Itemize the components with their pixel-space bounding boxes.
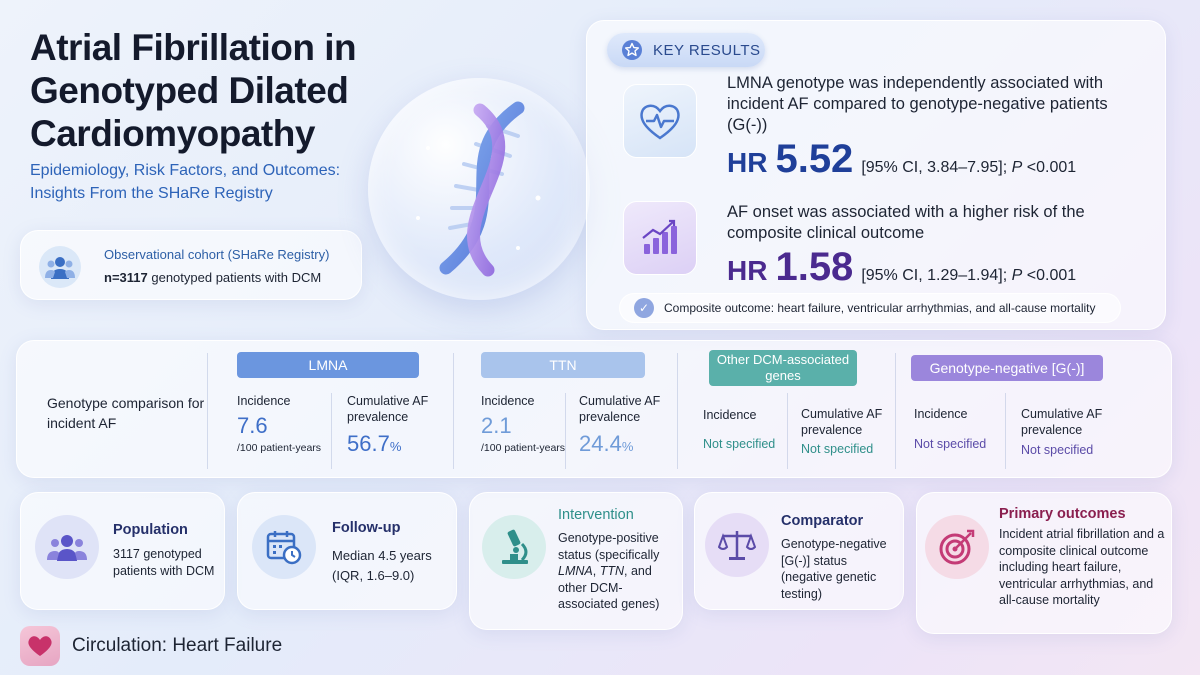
primary-outcomes-card: Primary outcomes Incident atrial fibrill… (916, 492, 1172, 634)
population-card: Population 3117 genotyped patients with … (20, 492, 225, 610)
lmna-incidence-unit: /100 patient-years (237, 442, 322, 454)
neg-prevalence-label: Cumulative AF prevalence (1021, 407, 1103, 437)
other-prevalence-label: Cumulative AF prevalence (801, 407, 883, 437)
comparator-body: Genotype-negative [G(-)] status (negativ… (781, 537, 887, 601)
intervention-body: Genotype-positive status (specifically L… (558, 531, 660, 611)
genotype-negative-pill: Genotype-negative [G(-)] (911, 355, 1103, 381)
ttn-prevalence-label: Cumulative AF prevalence (579, 394, 661, 424)
comparator-title: Comparator (781, 513, 864, 529)
neg-incidence-label: Incidence (914, 407, 968, 421)
intervention-title: Intervention (558, 507, 634, 523)
ttn-pill: TTN (481, 352, 645, 378)
other-dcm-pill: Other DCM-associated genes (709, 350, 857, 386)
genotype-comparison-card: Genotype comparison for incident AF LMNA… (16, 340, 1172, 478)
calendar-clock-icon (252, 515, 316, 579)
ttn-incidence-value: 2.1 (481, 413, 512, 438)
check-icon: ✓ (634, 298, 654, 318)
key-results-badge: KEY RESULTS (607, 33, 765, 67)
bar-chart-icon (623, 201, 697, 275)
comparator-card: Comparator Genotype-negative [G(-)] stat… (694, 492, 904, 610)
cohort-title: Observational cohort (SHaRe Registry) (104, 247, 330, 262)
other-prevalence-value: Not specified (801, 442, 874, 456)
microscope-icon (482, 515, 546, 579)
journal-footer: Circulation: Heart Failure (20, 626, 282, 666)
composite-outcome-note: ✓ Composite outcome: heart failure, vent… (619, 293, 1121, 323)
other-incidence-value: Not specified (703, 437, 776, 451)
ttn-incidence-unit: /100 patient-years (481, 442, 566, 454)
page-title: Atrial Fibrillation in Genotyped Dilated… (30, 27, 357, 154)
neg-prevalence-value: Not specified (1021, 443, 1094, 457)
follow-up-title: Follow-up (332, 520, 401, 536)
scale-icon (705, 513, 769, 577)
dna-icon (416, 101, 541, 277)
follow-up-body: Median 4.5 years (IQR, 1.6–9.0) (332, 548, 432, 583)
primary-outcomes-title: Primary outcomes (999, 506, 1126, 522)
result2-hr: HR 1.58 [95% CI, 1.29–1.94]; P <0.001 (727, 245, 1077, 289)
result1-text: LMNA genotype was independently associat… (727, 74, 1108, 134)
lmna-prevalence-label: Cumulative AF prevalence (347, 394, 429, 424)
group-icon (35, 515, 99, 579)
population-title: Population (113, 522, 188, 538)
dna-sphere-illustration (368, 78, 590, 300)
follow-up-card: Follow-up Median 4.5 years (IQR, 1.6–9.0… (237, 492, 457, 610)
heart-pulse-icon (623, 84, 697, 158)
lmna-pill: LMNA (237, 352, 419, 378)
lmna-prevalence-value: 56.7% (347, 431, 402, 456)
cohort-card: Observational cohort (SHaRe Registry) n=… (20, 230, 362, 300)
key-results-card: KEY RESULTS LMNA genotype was independen… (586, 20, 1166, 330)
population-body: 3117 genotyped patients with DCM (113, 547, 215, 578)
people-icon (39, 246, 81, 288)
neg-incidence-value: Not specified (914, 437, 987, 451)
intervention-card: Intervention Genotype-positive status (s… (469, 492, 683, 630)
primary-outcomes-body: Incident atrial fibrillation and a compo… (999, 527, 1165, 607)
journal-name: Circulation: Heart Failure (72, 635, 283, 656)
star-icon (622, 40, 642, 60)
other-incidence-label: Incidence (703, 408, 757, 422)
result1-hr: HR 5.52 [95% CI, 3.84–7.95]; P <0.001 (727, 137, 1077, 181)
page-subtitle: Epidemiology, Risk Factors, and Outcomes… (30, 162, 341, 202)
ttn-prevalence-value: 24.4% (579, 431, 634, 456)
target-icon (925, 515, 989, 579)
cohort-size: n=3117 genotyped patients with DCM (104, 270, 322, 285)
lmna-incidence-label: Incidence (237, 394, 291, 408)
genotype-comparison-label: Genotype comparison for incident AF (47, 395, 205, 431)
ttn-incidence-label: Incidence (481, 394, 535, 408)
lmna-incidence-value: 7.6 (237, 413, 268, 438)
result2-text: AF onset was associated with a higher ri… (727, 203, 1085, 242)
heart-icon (20, 626, 60, 666)
